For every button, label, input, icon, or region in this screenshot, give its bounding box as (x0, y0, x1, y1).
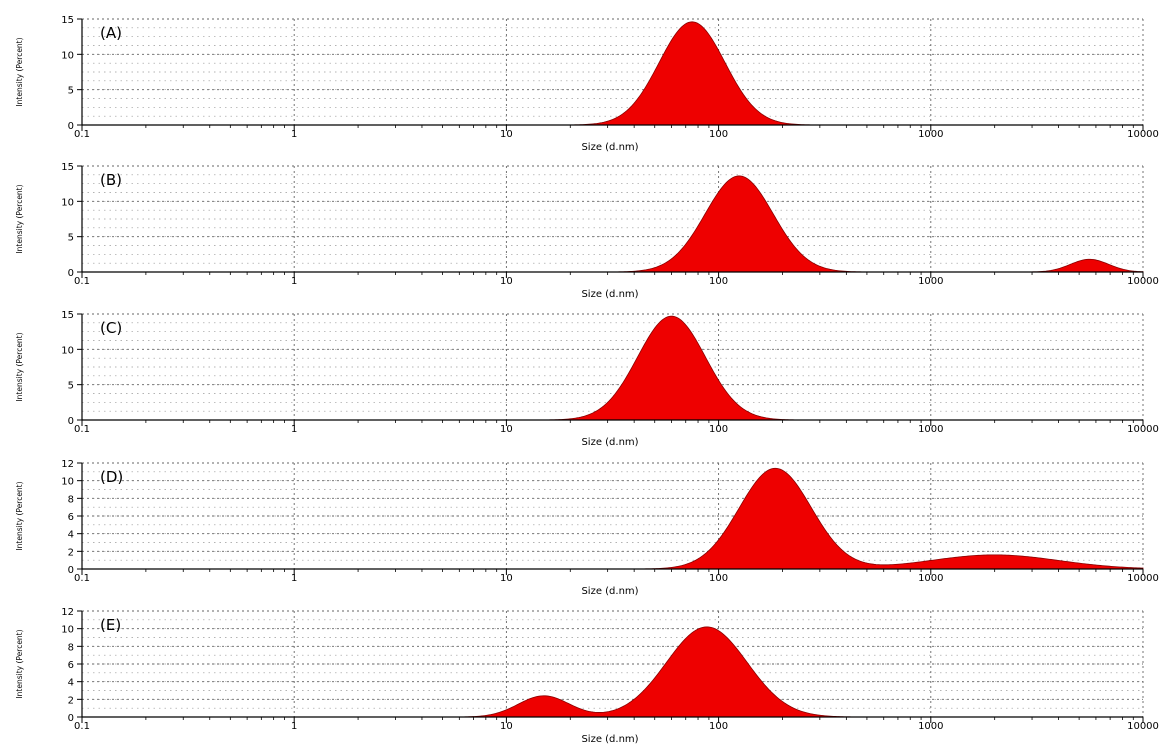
x-tick-label: 10000 (1127, 721, 1159, 732)
x-tick-label: 1000 (918, 276, 943, 287)
y-tick-label: 12 (61, 607, 74, 618)
y-tick-label: 15 (61, 15, 74, 26)
distribution-area (82, 315, 1143, 421)
size-distribution-panel: 0 5 10 15 0.1 1 10 100 1000 10000 Size (d.nm) Inten… (15, 310, 1159, 448)
x-tick-label: 0.1 (74, 276, 90, 287)
panel-label: (A) (100, 24, 122, 42)
size-distribution-panel: 0 5 10 15 0.1 1 10 100 1000 10000 Size (d.nm) Inten… (15, 162, 1159, 300)
y-tick-label: 15 (61, 162, 74, 173)
y-tick-label: 8 (68, 642, 74, 653)
y-tick-label: 6 (68, 660, 74, 671)
x-tick-label: 1 (291, 424, 297, 435)
x-tick-label: 10 (500, 424, 513, 435)
x-tick-label: 0.1 (74, 424, 90, 435)
y-tick-label: 10 (61, 197, 74, 208)
x-axis-label: Size (d.nm) (581, 586, 638, 597)
x-tick-label: 10000 (1127, 573, 1159, 584)
x-tick-label: 1 (291, 129, 297, 140)
x-tick-label: 100 (709, 276, 728, 287)
distribution-area (82, 21, 1143, 126)
y-tick-label: 10 (61, 477, 74, 488)
y-tick-label: 2 (68, 547, 74, 558)
y-tick-label: 4 (68, 678, 74, 689)
y-tick-label: 10 (61, 625, 74, 636)
x-tick-label: 1 (291, 721, 297, 732)
y-tick-label: 0 (68, 268, 74, 279)
y-tick-label: 0 (68, 713, 74, 724)
x-axis-label: Size (d.nm) (581, 437, 638, 448)
panel-label: (B) (100, 171, 122, 189)
x-tick-label: 100 (709, 129, 728, 140)
x-tick-label: 1000 (918, 573, 943, 584)
x-tick-label: 10 (500, 721, 513, 732)
x-tick-label: 0.1 (74, 129, 90, 140)
size-distribution-panel: 0 5 10 15 0.1 1 10 100 1000 10000 Size (d.nm) Inten… (15, 15, 1159, 153)
x-tick-label: 100 (709, 573, 728, 584)
y-tick-label: 10 (61, 345, 74, 356)
panel-label: (C) (100, 319, 122, 337)
x-tick-label: 10000 (1127, 424, 1159, 435)
x-tick-label: 0.1 (74, 573, 90, 584)
x-tick-label: 1000 (918, 129, 943, 140)
y-tick-label: 5 (68, 86, 74, 97)
y-tick-label: 10 (61, 50, 74, 61)
size-distribution-panel: 0 2 4 6 8 10 12 0.1 1 10 100 1000 10000 Size (d.nm) In… (15, 607, 1159, 745)
x-tick-label: 0.1 (74, 721, 90, 732)
distribution-area (82, 626, 1143, 718)
y-tick-label: 4 (68, 530, 74, 541)
x-tick-label: 10 (500, 573, 513, 584)
y-tick-label: 0 (68, 565, 74, 576)
x-axis-label: Size (d.nm) (581, 734, 638, 745)
y-tick-label: 5 (68, 381, 74, 392)
x-axis-label: Size (d.nm) (581, 289, 638, 300)
y-axis-label: Intensity (Percent) (15, 629, 24, 698)
size-distribution-panel: 0 2 4 6 8 10 12 0.1 1 10 100 1000 10000 Size (d.nm) In… (15, 459, 1159, 597)
x-tick-label: 100 (709, 424, 728, 435)
x-tick-label: 10000 (1127, 276, 1159, 287)
x-axis-label: Size (d.nm) (581, 142, 638, 153)
x-tick-label: 1 (291, 276, 297, 287)
y-axis-label: Intensity (Percent) (15, 332, 24, 401)
x-tick-label: 1000 (918, 424, 943, 435)
y-tick-label: 0 (68, 416, 74, 427)
x-tick-label: 1 (291, 573, 297, 584)
panel-label: (E) (100, 616, 121, 634)
y-tick-label: 5 (68, 233, 74, 244)
x-tick-label: 100 (709, 721, 728, 732)
y-axis-label: Intensity (Percent) (15, 37, 24, 106)
y-axis-label: Intensity (Percent) (15, 481, 24, 550)
panel-label: (D) (100, 468, 123, 486)
distribution-area (82, 175, 1144, 273)
x-tick-label: 10000 (1127, 129, 1159, 140)
y-tick-label: 2 (68, 695, 74, 706)
distribution-area (82, 467, 1144, 570)
y-tick-label: 6 (68, 512, 74, 523)
y-tick-label: 15 (61, 310, 74, 321)
y-axis-label: Intensity (Percent) (15, 184, 24, 253)
y-tick-label: 12 (61, 459, 74, 470)
x-tick-label: 1000 (918, 721, 943, 732)
x-tick-label: 10 (500, 276, 513, 287)
x-tick-label: 10 (500, 129, 513, 140)
y-tick-label: 8 (68, 494, 74, 505)
y-tick-label: 0 (68, 121, 74, 132)
